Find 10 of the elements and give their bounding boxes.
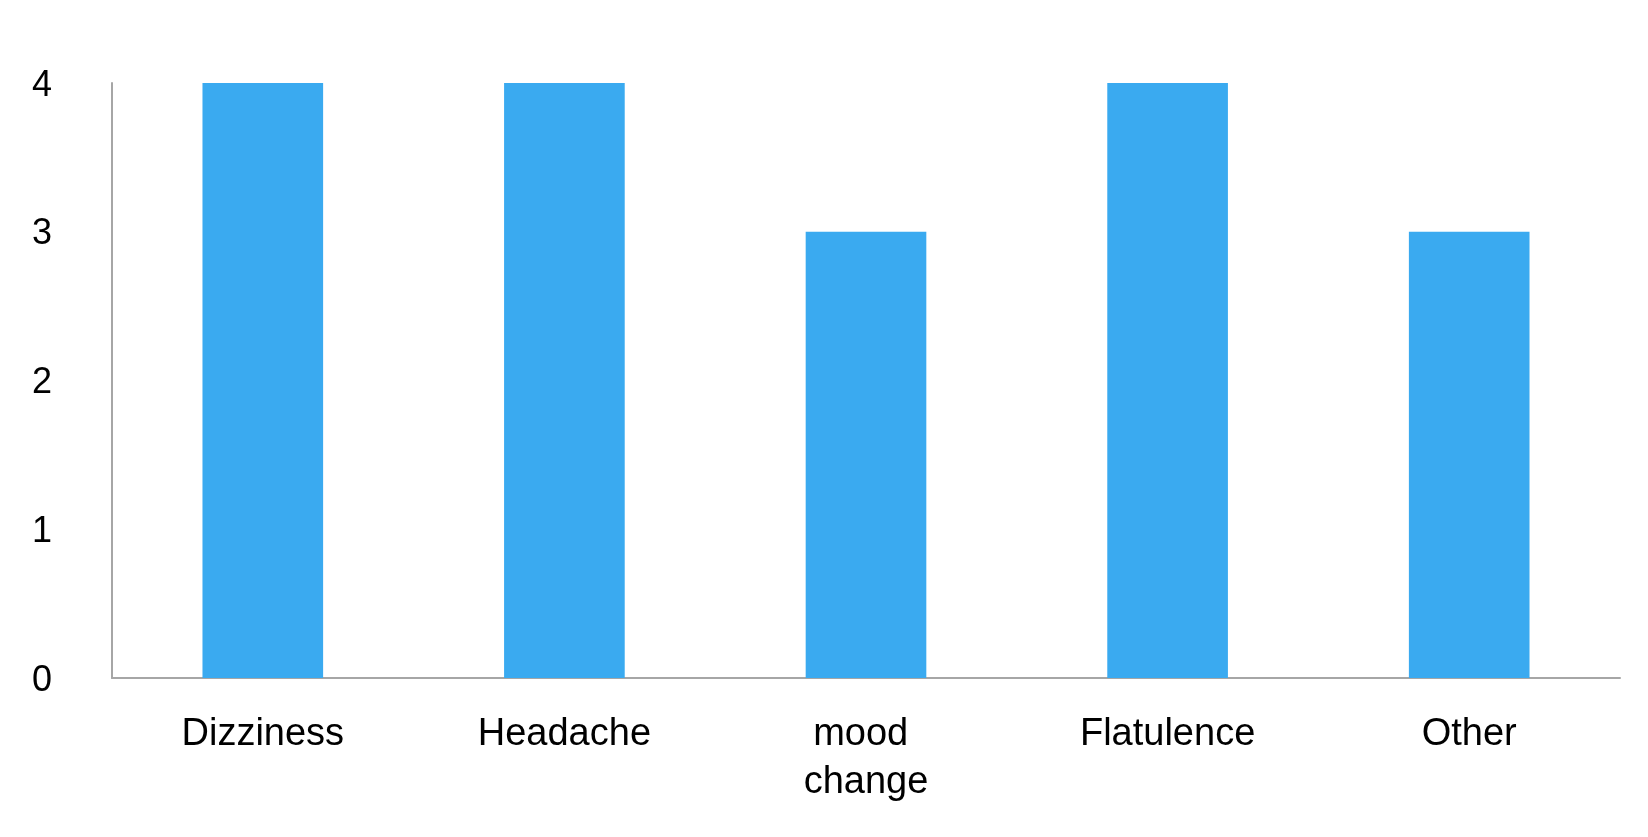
- y-tick-label: 3: [31, 211, 52, 253]
- y-tick-label: 0: [31, 657, 52, 699]
- x-tick-label: Flatulence: [1079, 711, 1256, 753]
- y-tick-label: 2: [31, 360, 52, 401]
- x-tick-label: Dizziness: [181, 711, 345, 753]
- y-tick-label: 1: [31, 508, 52, 550]
- x-tick-label: mood change: [803, 711, 929, 801]
- y-tick-label: 4: [31, 62, 52, 104]
- x-tick-label: Headache: [477, 711, 652, 753]
- x-tick-label: Other: [1421, 711, 1518, 753]
